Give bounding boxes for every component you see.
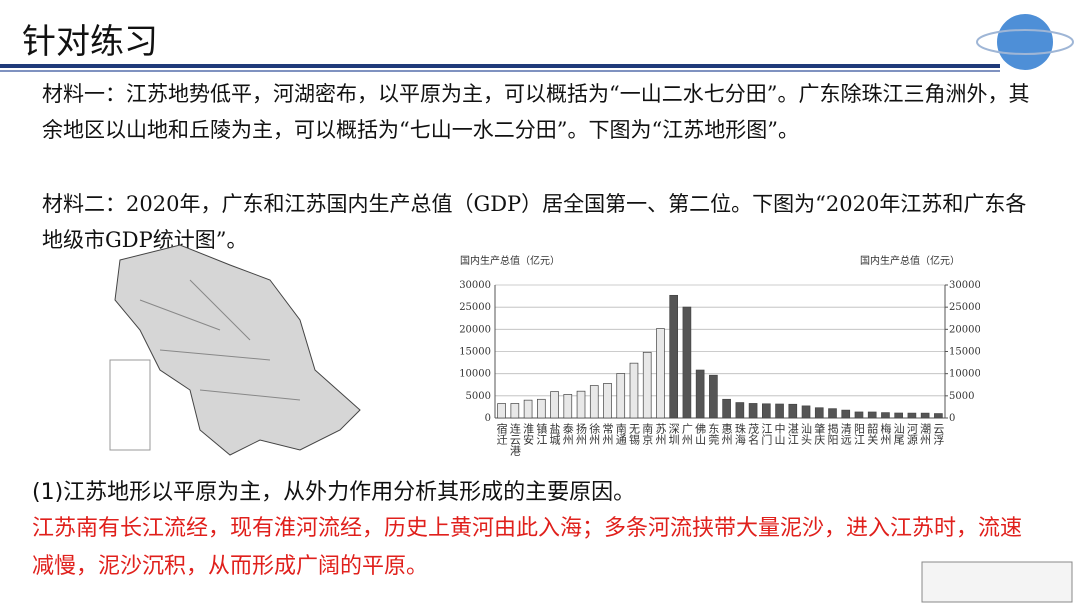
map	[109, 244, 361, 456]
bar	[841, 409, 851, 419]
x-tick-label: 阳江	[852, 423, 865, 445]
x-tick-label: 佛山	[694, 423, 707, 445]
y2-axis-label: 国内生产总值（亿元）	[860, 254, 960, 267]
bar	[669, 294, 678, 419]
x-tick-label: 中山	[773, 423, 786, 445]
bar	[656, 328, 665, 419]
x-tick-label: 云浮	[932, 423, 945, 445]
bar	[682, 306, 692, 419]
header-decor	[0, 14, 1074, 72]
x-tick-label: 扬州	[575, 422, 588, 445]
y-tick-label: 20000	[459, 324, 491, 335]
x-tick-label: 梅州	[879, 422, 892, 445]
y2-tick-label: 0	[949, 413, 955, 424]
chart: 国内生产总值（亿元） 国内生产总值（亿元） 0 5000 10000 15000 200…	[459, 254, 980, 456]
y-tick-label: 25000	[459, 302, 491, 313]
x-tick-label: 肇庆	[813, 422, 826, 446]
bar	[497, 403, 506, 419]
bar	[920, 412, 930, 419]
x-tick-label: 河源	[905, 423, 918, 446]
y2-tick-label: 30000	[949, 280, 980, 291]
x-tick-label: 汕尾	[892, 423, 905, 445]
x-tick-label: 江门	[760, 423, 773, 446]
x-tick-label: 苏州	[654, 423, 667, 445]
bar	[550, 391, 559, 419]
x-tick-label: 无锡	[627, 423, 640, 446]
bar	[788, 403, 798, 419]
bar	[894, 412, 903, 419]
y2-tick-label: 15000	[949, 347, 980, 358]
bar	[695, 369, 705, 419]
x-tick-label: 潮州	[919, 422, 932, 445]
y2-tick-label: 25000	[949, 302, 980, 313]
x-tick-label: 湛江	[786, 423, 799, 445]
x-tick-label: 广州	[680, 423, 693, 445]
bar	[775, 403, 784, 419]
x-tick-label: 东莞	[707, 423, 720, 446]
y-axis-label: 国内生产总值（亿元）	[460, 254, 560, 267]
y-tick-label: 15000	[459, 347, 491, 358]
x-tick-label: 珠海	[733, 422, 746, 446]
x-tick-label: 茂名	[747, 422, 760, 445]
bar	[563, 394, 573, 419]
x-tick-label: 南通	[614, 423, 627, 445]
answer: 江苏南有长江流经，现有淮河流经，历史上黄河由此入海；多条河流挟带大量泥沙，进入江…	[32, 516, 1023, 579]
bar	[722, 398, 731, 419]
y2-tick-label: 5000	[949, 391, 974, 402]
bar	[828, 408, 837, 419]
bar	[642, 351, 652, 419]
y-tick-label: 5000	[466, 391, 491, 402]
x-tick-label: 揭阳	[826, 422, 839, 445]
bar	[629, 362, 639, 419]
x-tick-label: 盐城	[548, 423, 561, 445]
stamp	[921, 561, 1073, 603]
x-tick-label: 韶关	[866, 422, 879, 446]
bar	[907, 412, 917, 419]
y-tick-label: 10000	[459, 369, 491, 380]
y-tick-label: 0	[485, 413, 491, 424]
bar	[510, 403, 520, 419]
bar	[867, 411, 877, 419]
bar	[735, 402, 745, 419]
x-tick-label: 南京	[641, 423, 654, 446]
x-tick-label: 汕头	[800, 423, 813, 445]
material: 材料一：江苏地势低平，河湖密布，以平原为主，可以概括为“一山二水七分田”。广东除…	[42, 82, 1030, 142]
x-tick-label: 连云港	[508, 423, 521, 456]
bar	[934, 413, 943, 419]
bar	[616, 373, 626, 419]
x-tick-label: 镇江	[535, 422, 548, 445]
bar	[762, 403, 771, 419]
bar	[801, 405, 811, 419]
slide-title: 针对练习	[22, 22, 158, 62]
bar	[881, 412, 890, 419]
x-tick-label: 常州	[601, 423, 614, 445]
bar	[814, 407, 824, 419]
bar	[537, 398, 546, 419]
bar	[709, 374, 718, 419]
bar	[523, 399, 533, 419]
bar	[576, 390, 586, 419]
x-tick-label: 深圳	[667, 423, 680, 445]
y-tick-label: 30000	[459, 280, 491, 291]
x-tick-label: 泰州	[561, 422, 574, 445]
x-tick-label: 宿迁	[495, 422, 508, 445]
y2-tick-label: 10000	[949, 369, 980, 380]
bar	[748, 403, 758, 419]
x-tick-label: 淮安	[522, 423, 535, 446]
x-tick-label: 清远	[839, 423, 852, 445]
question: (1)江苏地形以平原为主，从外力作用分析其形成的主要原因。	[32, 480, 636, 505]
bar	[854, 411, 864, 419]
bar	[589, 385, 599, 419]
bar	[603, 383, 612, 419]
y2-tick-label: 20000	[949, 324, 980, 335]
material: 材料二：2020年，广东和江苏国内生产总值（GDP）居全国第一、第二位。下图为“…	[42, 192, 1027, 252]
x-tick-label: 惠州	[720, 422, 733, 445]
x-tick-label: 徐州	[588, 422, 601, 445]
